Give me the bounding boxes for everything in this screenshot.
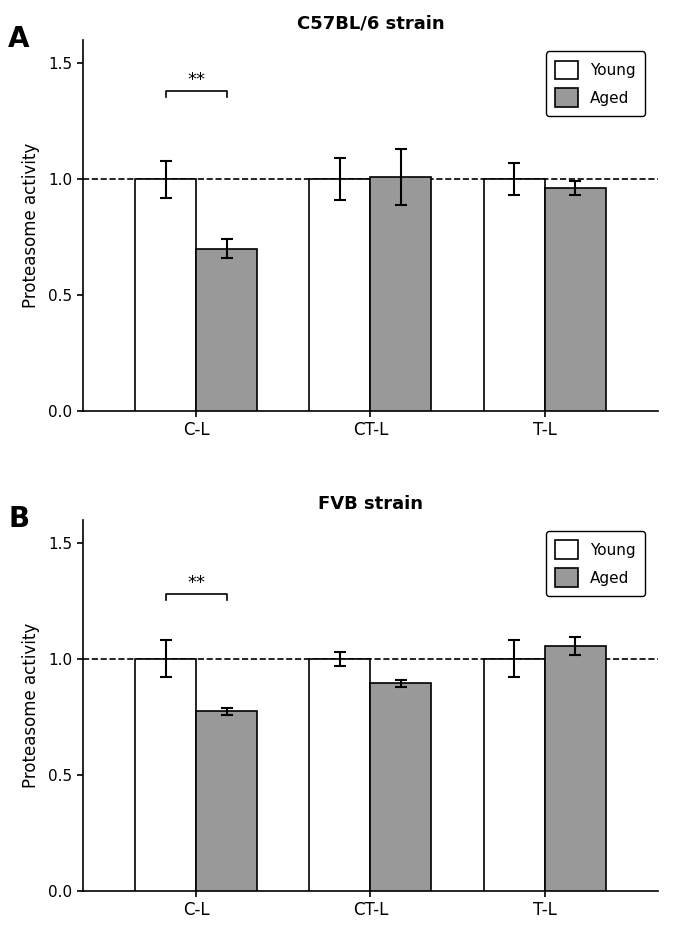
Bar xyxy=(310,179,370,411)
Bar xyxy=(484,179,544,411)
Bar xyxy=(135,179,196,411)
Y-axis label: Proteasome activity: Proteasome activity xyxy=(22,143,40,308)
Text: B: B xyxy=(8,505,29,533)
Bar xyxy=(196,248,257,411)
Bar xyxy=(544,646,606,891)
Bar xyxy=(370,177,431,411)
Text: **: ** xyxy=(187,573,205,592)
Bar xyxy=(544,189,606,411)
Bar xyxy=(370,684,431,891)
Bar xyxy=(196,711,257,891)
Bar xyxy=(484,658,544,891)
Text: **: ** xyxy=(187,71,205,89)
Bar xyxy=(135,658,196,891)
Y-axis label: Proteasome activity: Proteasome activity xyxy=(22,623,40,788)
Text: A: A xyxy=(8,25,30,53)
Legend: Young, Aged: Young, Aged xyxy=(546,531,645,596)
Title: FVB strain: FVB strain xyxy=(318,495,423,513)
Bar xyxy=(310,658,370,891)
Title: C57BL/6 strain: C57BL/6 strain xyxy=(297,15,444,33)
Legend: Young, Aged: Young, Aged xyxy=(546,51,645,116)
